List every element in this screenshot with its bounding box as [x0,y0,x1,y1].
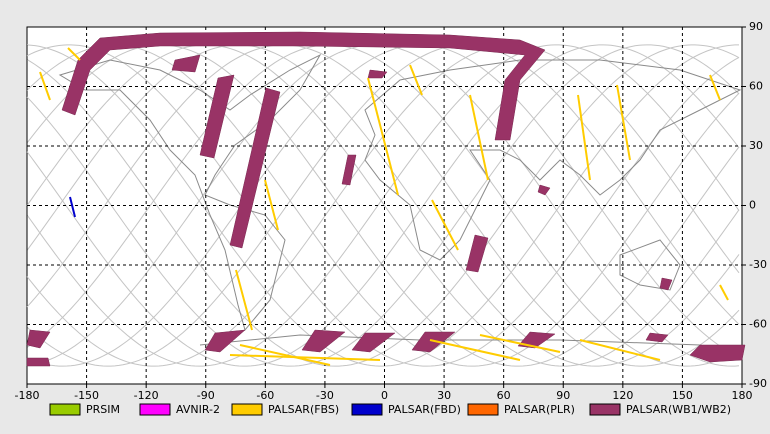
orbit-track [26,44,740,367]
swath [39,71,51,101]
x-tick-label: -60 [256,389,274,402]
legend-swatch [231,403,263,416]
y-tick-label: 90 [749,20,763,33]
legend-label: PALSAR(WB1/WB2) [626,403,731,416]
swath [709,74,721,101]
x-tick-label: -180 [15,389,40,402]
swath [719,284,729,301]
legend-swatch [351,403,383,416]
swath [409,64,423,96]
swath [229,354,381,361]
swath [229,87,281,249]
swath [204,329,246,353]
swath [341,154,357,186]
swath [351,332,396,353]
x-tick-label: 180 [732,389,753,402]
swath [469,94,489,181]
orbit-track [26,44,740,367]
ticks: -180 -150 -120 -90 -60 -30 0 30 60 90 120 150 180 90 6… [15,20,767,402]
swath [235,269,253,331]
swath [171,54,201,73]
y-tick-label: -30 [749,258,767,271]
x-tick-label: 30 [437,389,451,402]
swath [431,199,459,251]
swath [67,47,81,61]
swath [577,94,591,181]
legend-label: AVNIR-2 [176,403,220,416]
swaths [26,31,746,367]
x-tick-label: -90 [197,389,215,402]
legend-swatch [49,403,81,416]
swath [367,69,388,79]
swath [239,344,331,366]
swath [61,31,546,141]
y-tick-label: -60 [749,318,767,331]
orbit-track [26,44,740,367]
orbit-track [26,44,740,367]
y-tick-label: 60 [749,80,763,93]
x-tick-label: -30 [316,389,334,402]
swath [264,179,279,231]
swath [301,329,346,353]
swath [26,357,51,367]
orbit-track [26,44,740,367]
swath [616,84,631,161]
swath [429,339,521,361]
swath [479,334,561,353]
legend-label: PALSAR(FBS) [268,403,339,416]
y-tick-label: 30 [749,139,763,152]
swath [579,339,661,361]
swath [367,77,399,196]
legend-swatch [589,403,621,416]
legend-label: PRSIM [86,403,120,416]
swath [411,331,456,353]
swath [537,184,551,196]
legend: PRSIM AVNIR-2 PALSAR(FBS) PALSAR(FBD) PALSAR… [49,403,731,416]
y-tick-label: -90 [749,377,767,390]
x-tick-label: -120 [134,389,159,402]
swath [517,331,556,349]
x-tick-label: -150 [74,389,99,402]
y-tick-label: 0 [749,199,756,212]
swath [689,344,746,363]
swath [645,332,669,343]
legend-swatch [139,403,171,416]
x-tick-label: 150 [672,389,693,402]
legend-swatch [467,403,499,416]
legend-label: PALSAR(PLR) [504,403,575,416]
x-tick-label: 60 [497,389,511,402]
x-tick-label: 0 [381,389,388,402]
x-tick-label: 90 [556,389,570,402]
swath [465,234,489,273]
orbit-track [26,44,740,367]
swath [69,196,76,218]
swath [26,329,51,349]
x-tick-label: 120 [612,389,633,402]
legend-label: PALSAR(FBD) [388,403,461,416]
orbit-track [26,44,739,367]
swath [199,74,235,159]
swath [659,277,673,291]
